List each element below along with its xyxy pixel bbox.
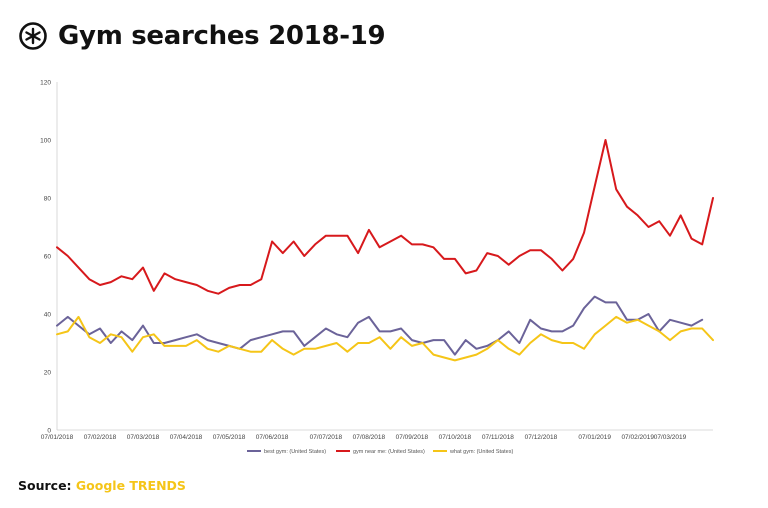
x-tick-label: 07/10/2018 [439,434,472,441]
source-name: Google TRENDS [75,478,186,493]
chart-series [56,139,714,362]
y-tick-label: 100 [40,137,51,144]
x-tick-label: 07/01/2018 [41,434,74,441]
source-label: Source: [18,478,72,493]
series-line [56,315,714,362]
page-title: Gym searches 2018-19 [58,21,386,51]
chart-axes: 0 20 40 60 80 100 120 07/01/2018 07/02/2018 07/03… [40,79,713,441]
x-tick-label: 07/05/2018 [213,434,246,441]
x-tick-label: 07/04/2018 [170,434,203,441]
x-tick-label: 07/02/2019 [621,434,654,441]
y-tick-label: 0 [47,427,51,434]
legend-label: gym near me: (United States) [353,449,425,455]
x-tick-label: 07/07/2018 [310,434,343,441]
y-tick-label: 80 [44,195,52,202]
x-tick-label: 07/08/2018 [353,434,386,441]
y-tick-label: 60 [44,253,52,260]
legend-label: what gym: (United States) [449,449,513,455]
source-note: Source: Google TRENDS [18,478,186,493]
y-tick-label: 20 [44,369,52,376]
x-tick-label: 07/12/2018 [525,434,558,441]
y-tick-label: 120 [40,79,51,86]
x-tick-label: 07/01/2019 [578,434,611,441]
y-tick-label: 40 [44,311,52,318]
chart-header: Gym searches 2018-19 [18,18,386,54]
x-tick-label: 07/03/2019 [654,434,687,441]
x-tick-label: 07/11/2018 [482,434,514,441]
x-tick-label: 07/09/2018 [396,434,429,441]
circle-asterisk-icon [19,22,47,50]
x-tick-label: 07/02/2018 [84,434,117,441]
x-tick-label: 07/06/2018 [256,434,289,441]
x-tick-label: 07/03/2018 [127,434,160,441]
series-line [56,295,704,356]
series-line [56,139,714,295]
chart-legend: best gym: (United States) gym near me: (U… [247,449,513,455]
legend-label: best gym: (United States) [264,449,326,455]
